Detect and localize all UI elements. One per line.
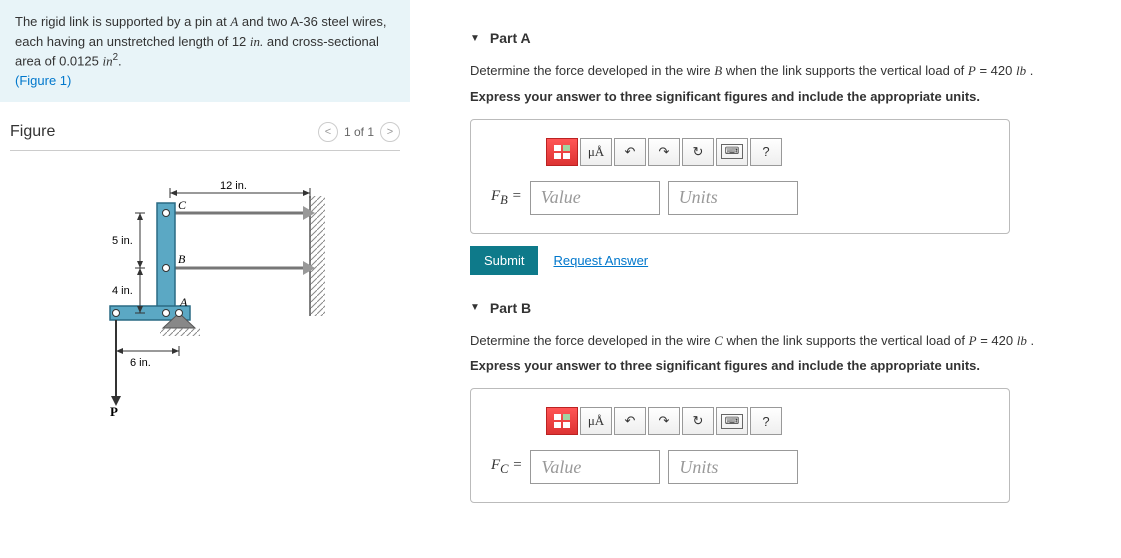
part-a-question: Determine the force developed in the wir… (470, 61, 1101, 81)
part-a-title: Part A (490, 30, 531, 46)
part-b-instruction: Express your answer to three significant… (470, 358, 1101, 373)
part-b-section: ▼ Part B Determine the force developed i… (470, 300, 1101, 504)
figure-prev-button[interactable]: < (318, 122, 338, 142)
figure-link[interactable]: (Figure 1) (15, 73, 71, 88)
help-button[interactable]: ? (750, 407, 782, 435)
part-b-toolbar: μÅ ↶ ↷ ↻ ⌨ ? (546, 407, 989, 435)
templates-button[interactable] (546, 407, 578, 435)
part-a-value-input[interactable]: Value (530, 181, 660, 215)
problem-unit-in2: in (102, 53, 112, 68)
label-B: B (178, 252, 186, 266)
part-a-instruction: Express your answer to three significant… (470, 89, 1101, 104)
label-A: A (179, 295, 188, 309)
redo-button[interactable]: ↷ (648, 407, 680, 435)
part-a-request-answer-link[interactable]: Request Answer (553, 253, 648, 268)
dim-12in: 12 in. (220, 180, 247, 192)
part-b-question: Determine the force developed in the wir… (470, 331, 1101, 351)
redo-button[interactable]: ↷ (648, 138, 680, 166)
undo-button[interactable]: ↶ (614, 407, 646, 435)
figure-title: Figure (10, 123, 55, 141)
label-P: P (110, 404, 118, 416)
greek-button[interactable]: μÅ (580, 138, 612, 166)
part-a-toolbar: μÅ ↶ ↷ ↻ ⌨ ? (546, 138, 989, 166)
help-button[interactable]: ? (750, 138, 782, 166)
part-b-units-input[interactable]: Units (668, 450, 798, 484)
keyboard-button[interactable]: ⌨ (716, 138, 748, 166)
keyboard-button[interactable]: ⌨ (716, 407, 748, 435)
problem-unit-in: in. (250, 34, 263, 49)
figure-diagram: C B A 12 in. 5 in. (10, 166, 400, 426)
part-a-units-input[interactable]: Units (668, 181, 798, 215)
part-a-var-label: FB = (491, 188, 522, 208)
reset-button[interactable]: ↻ (682, 138, 714, 166)
part-a-answer-box: μÅ ↶ ↷ ↻ ⌨ ? FB = Value Units (470, 119, 1010, 234)
label-C: C (178, 198, 187, 212)
part-b-title: Part B (490, 300, 531, 316)
dim-4in: 4 in. (112, 285, 133, 297)
greek-button[interactable]: μÅ (580, 407, 612, 435)
reset-button[interactable]: ↻ (682, 407, 714, 435)
undo-button[interactable]: ↶ (614, 138, 646, 166)
problem-period: . (118, 53, 122, 68)
part-b-var-label: FC = (491, 457, 522, 477)
dim-6in: 6 in. (130, 357, 151, 369)
figure-nav-text: 1 of 1 (344, 125, 374, 139)
problem-text-1: The rigid link is supported by a pin at (15, 14, 230, 29)
collapse-icon[interactable]: ▼ (470, 302, 480, 313)
figure-nav: < 1 of 1 > (318, 122, 400, 142)
figure-next-button[interactable]: > (380, 122, 400, 142)
templates-button[interactable] (546, 138, 578, 166)
dim-5in: 5 in. (112, 235, 133, 247)
problem-statement: The rigid link is supported by a pin at … (0, 0, 410, 102)
part-b-value-input[interactable]: Value (530, 450, 660, 484)
collapse-icon[interactable]: ▼ (470, 33, 480, 44)
part-a-submit-button[interactable]: Submit (470, 246, 538, 275)
part-a-section: ▼ Part A Determine the force developed i… (470, 30, 1101, 275)
part-b-answer-box: μÅ ↶ ↷ ↻ ⌨ ? FC = Value Units (470, 388, 1010, 503)
